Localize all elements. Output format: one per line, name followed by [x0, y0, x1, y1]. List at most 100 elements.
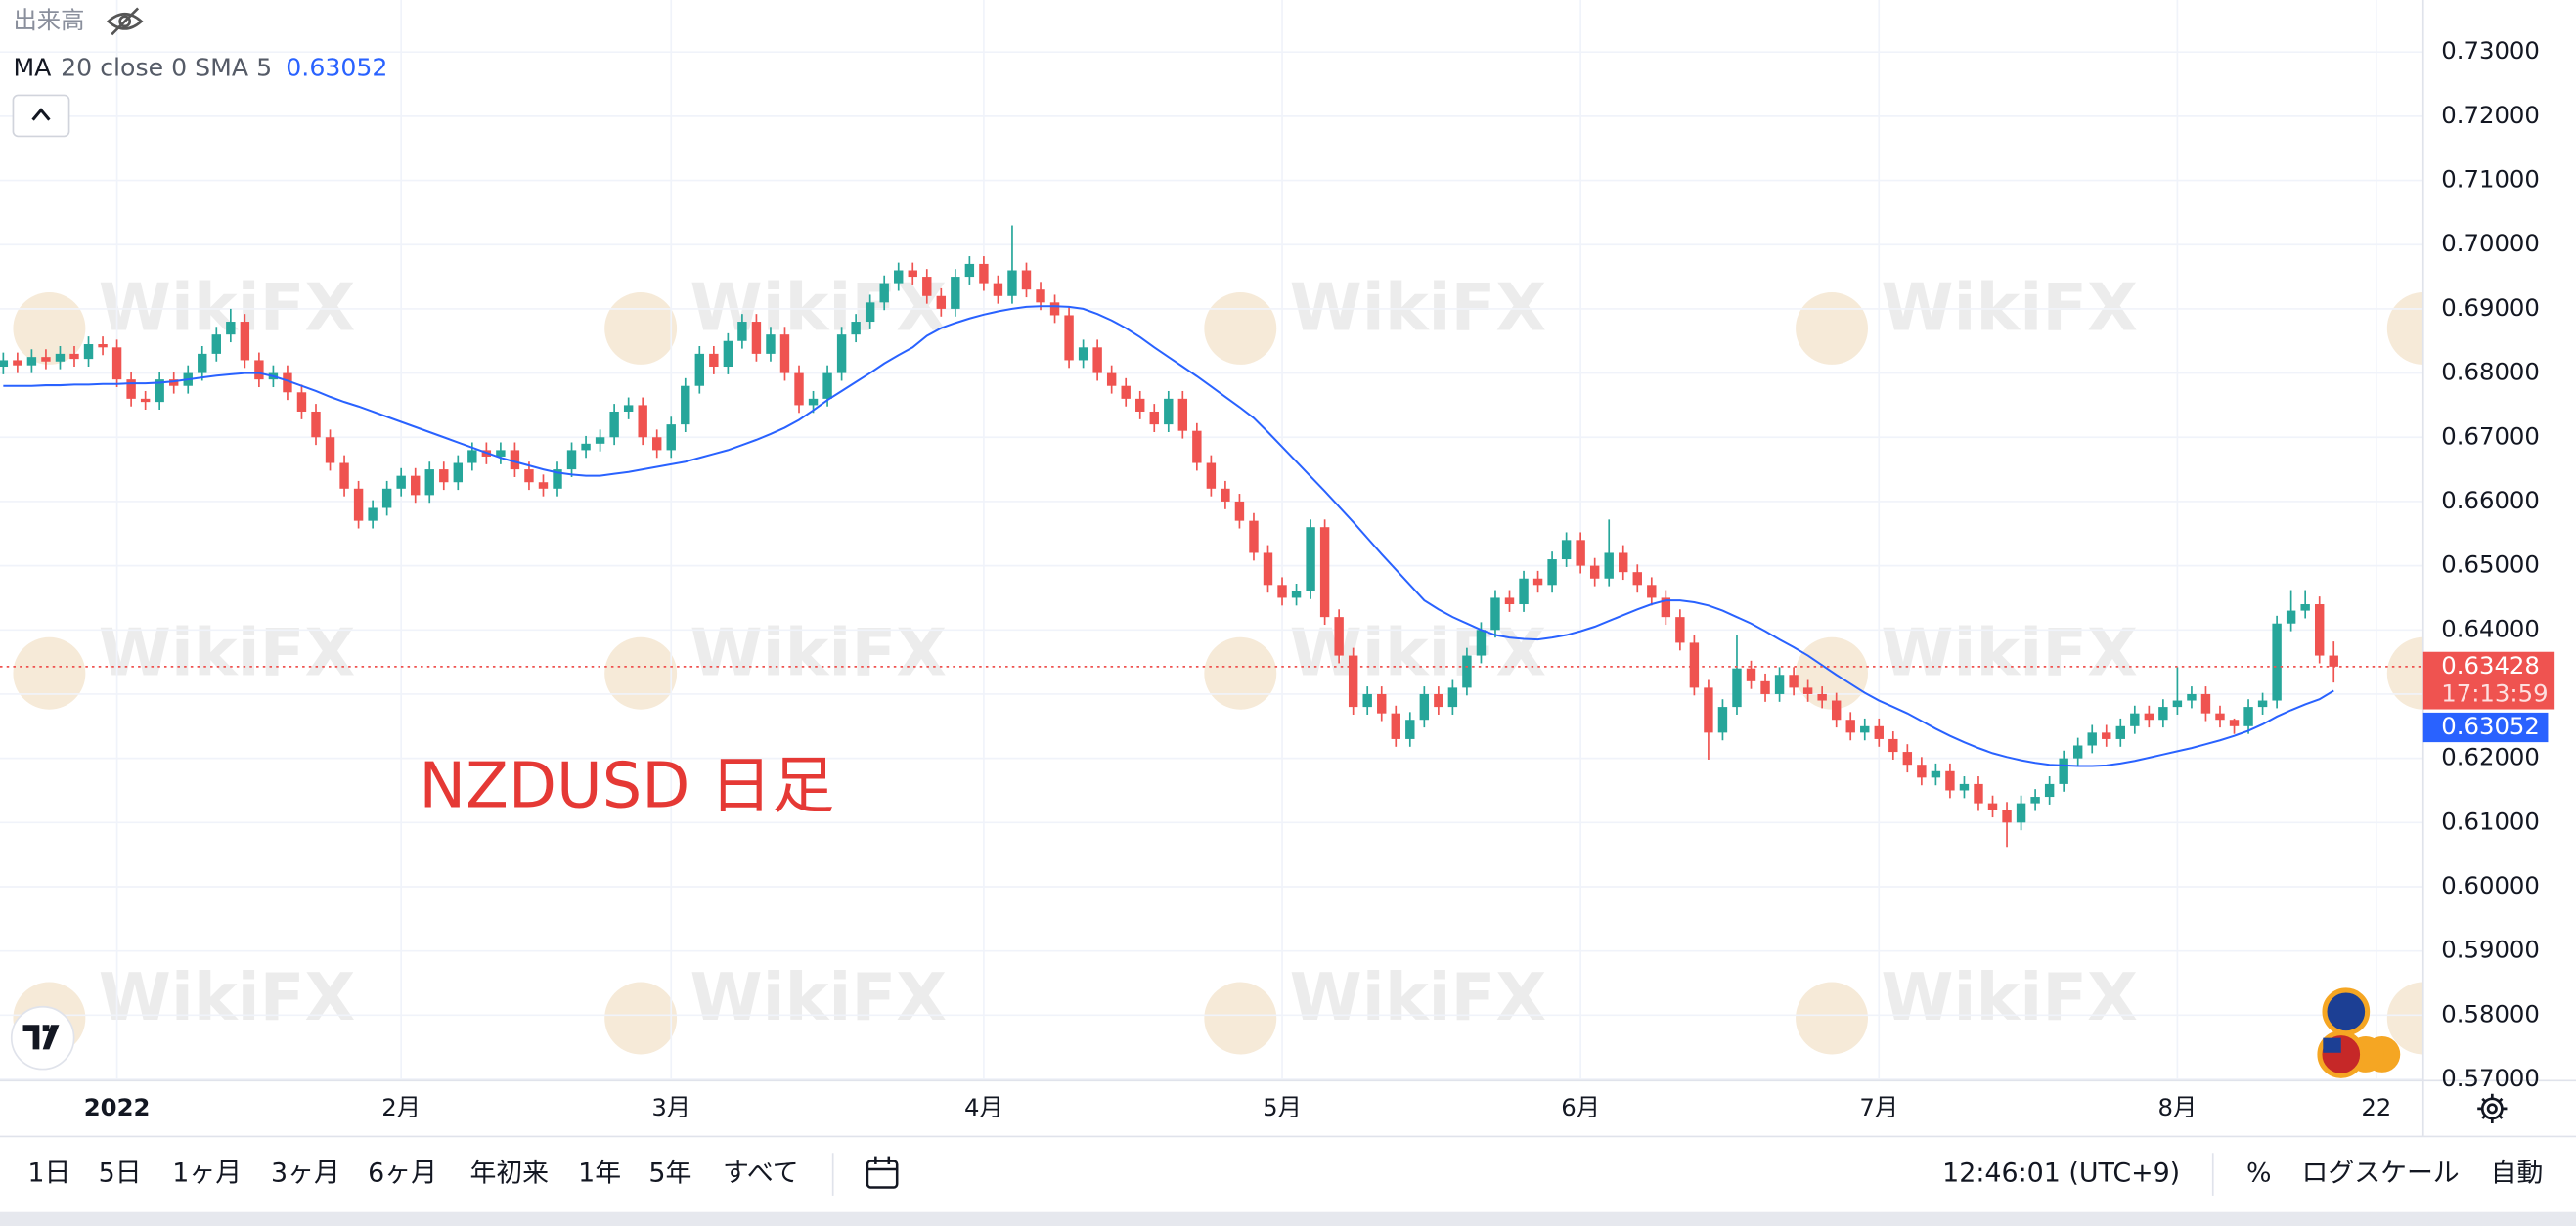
candle-body: [353, 488, 364, 521]
candle-body: [2243, 707, 2253, 726]
x-tick-label: 5月: [1263, 1093, 1302, 1121]
watermark-logo: [13, 292, 86, 365]
y-tick-label: 0.61000: [2441, 807, 2540, 835]
candle-body: [1249, 520, 1259, 553]
range-button[interactable]: 5日: [99, 1159, 142, 1189]
candle-body: [211, 334, 221, 354]
candle-body: [2130, 713, 2140, 726]
candle-body: [396, 475, 406, 489]
candle-body: [1874, 725, 1884, 739]
tv-logo[interactable]: [10, 1005, 75, 1071]
candle-body: [1888, 738, 1898, 753]
candle-body: [26, 357, 37, 366]
y-tick-label: 0.68000: [2441, 358, 2540, 386]
collapse-button[interactable]: [12, 94, 70, 138]
candle-body: [1049, 302, 1060, 316]
watermark-text: WikiFX: [1881, 614, 2138, 690]
candle-body: [595, 437, 605, 444]
candle-body: [851, 322, 861, 335]
indicator-value: 0.63052: [286, 54, 387, 82]
candle-body: [1860, 725, 1870, 733]
candle-body: [1149, 411, 1159, 425]
candle-body: [951, 277, 960, 309]
range-button[interactable]: 6ヶ月: [368, 1159, 437, 1189]
annotation: NZDUSD 日足: [419, 751, 834, 823]
candle-body: [1377, 693, 1387, 714]
auto-toggle[interactable]: 自動: [2491, 1159, 2544, 1189]
last-price-box: [2422, 651, 2555, 710]
candle-body: [766, 334, 776, 354]
x-tick-label: 22: [2361, 1093, 2391, 1121]
candle-body: [296, 392, 307, 412]
candle-body: [666, 424, 676, 451]
watermark-text: WikiFX: [690, 614, 948, 690]
candle-body: [1987, 803, 1998, 810]
log-scale-toggle[interactable]: ログスケール: [2302, 1159, 2460, 1189]
x-tick-label: 2022: [84, 1093, 151, 1121]
candle-body: [111, 347, 122, 380]
candle-body: [2002, 810, 2012, 823]
candle-body: [496, 450, 506, 457]
candle-body: [1036, 289, 1045, 303]
y-tick-label: 0.69000: [2441, 293, 2540, 322]
x-tick-label: 6月: [1561, 1093, 1600, 1121]
hide-icon[interactable]: [106, 7, 144, 36]
range-button[interactable]: 1年: [578, 1159, 621, 1189]
range-button[interactable]: 1日: [27, 1159, 70, 1189]
candle-body: [723, 340, 733, 368]
candle-body: [1221, 488, 1230, 502]
candle-body: [1007, 270, 1017, 296]
watermark-text: WikiFX: [1881, 270, 2138, 346]
candle-body: [2300, 604, 2310, 611]
percent-toggle[interactable]: %: [2246, 1159, 2272, 1189]
ma-price-box: [2422, 712, 2549, 743]
candle-body: [325, 437, 335, 463]
candle-body: [2044, 783, 2055, 798]
last-price-label: 0.63428: [2441, 651, 2540, 679]
x-tick-label: 2月: [381, 1093, 421, 1121]
candle-body: [964, 263, 975, 278]
candle-body: [2286, 610, 2296, 624]
candle-body: [1164, 398, 1174, 425]
candle-body: [1476, 630, 1487, 656]
candle-body: [652, 437, 662, 451]
range-button[interactable]: 3ヶ月: [271, 1159, 340, 1189]
range-button[interactable]: すべて: [723, 1159, 799, 1189]
candle-body: [381, 488, 392, 508]
candle-body: [1135, 398, 1145, 412]
candle-body: [2087, 732, 2097, 746]
event-flags[interactable]: [2317, 987, 2401, 1078]
x-tick-label: 3月: [651, 1093, 690, 1121]
candle-body: [0, 360, 9, 368]
watermarks: WikiFX WikiFX WikiFX WikiFX WikiFX WikiFX Wiki…: [13, 270, 2423, 1055]
candle-body: [1845, 720, 1855, 733]
candle-body: [1689, 642, 1700, 688]
candle-body: [1576, 540, 1585, 566]
candle-body: [1746, 668, 1756, 681]
candle-body: [1917, 765, 1927, 778]
range-button[interactable]: 1ヶ月: [172, 1159, 242, 1189]
y-tick-label: 0.65000: [2441, 550, 2540, 579]
candle-body: [169, 379, 179, 386]
watermark-logo: [1204, 292, 1277, 365]
y-tick-label: 0.62000: [2441, 743, 2540, 771]
candle-body: [836, 334, 847, 373]
candle-body: [311, 411, 321, 438]
y-tick-label: 0.57000: [2441, 1064, 2540, 1092]
settings-icon[interactable]: [2477, 1093, 2508, 1124]
candle-body: [2229, 720, 2240, 726]
candle-body: [2115, 725, 2125, 739]
candle-body: [1064, 315, 1074, 361]
candle-body: [1547, 559, 1557, 586]
range-button[interactable]: 年初来: [469, 1159, 549, 1189]
candle-body: [2314, 604, 2325, 656]
candle-body: [2272, 623, 2282, 701]
volume-label[interactable]: 出来高: [13, 6, 84, 34]
clock[interactable]: 12:46:01 (UTC+9): [1942, 1159, 2180, 1189]
candle-body: [1177, 398, 1188, 431]
candle-body: [1490, 597, 1500, 631]
calendar-icon[interactable]: [866, 1156, 899, 1189]
range-button[interactable]: 5年: [648, 1159, 691, 1189]
watermark-logo: [604, 636, 678, 710]
indicator-name[interactable]: MA: [13, 54, 52, 82]
